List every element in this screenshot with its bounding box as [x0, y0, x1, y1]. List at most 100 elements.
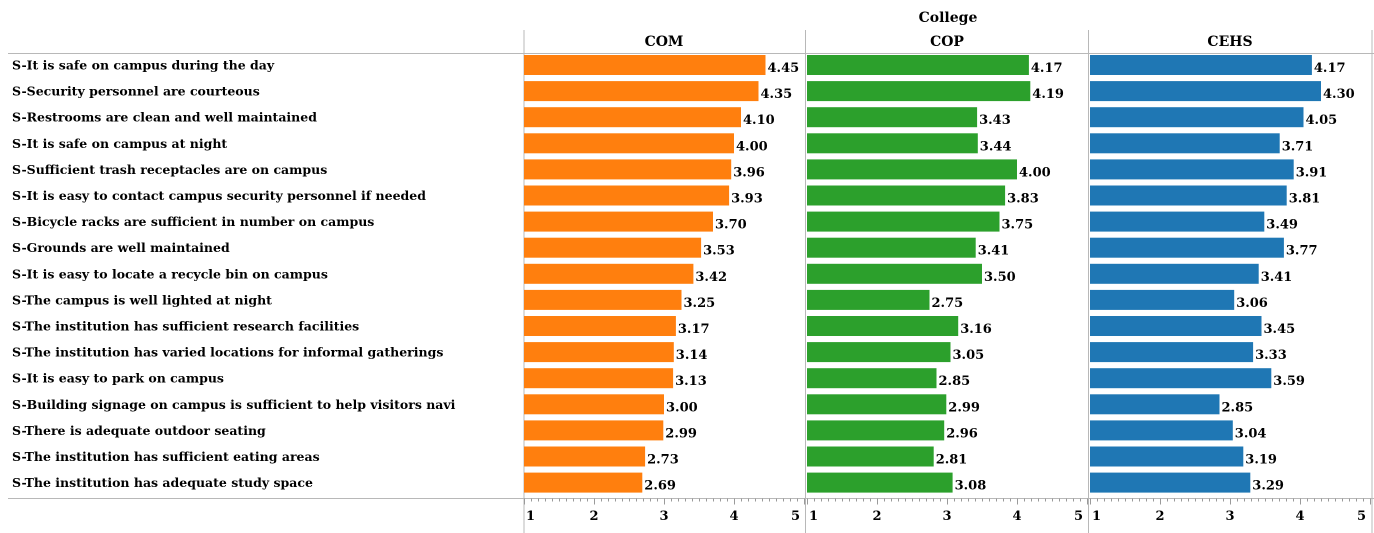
- value-label: 2.85: [1222, 400, 1254, 415]
- bar: [807, 368, 937, 389]
- tick-label: 1: [526, 509, 535, 524]
- tick-label: 3: [659, 509, 668, 524]
- row-label: S-It is safe on campus during the day: [12, 58, 275, 73]
- row-label: S-It is easy to locate a recycle bin on …: [12, 266, 328, 281]
- bar: [524, 107, 741, 128]
- bar: [807, 237, 976, 258]
- value-label: 4.05: [1306, 113, 1338, 128]
- value-label: 3.96: [733, 165, 765, 180]
- bar: [524, 316, 676, 336]
- tick-label: 2: [872, 509, 881, 524]
- tick-label: 5: [791, 509, 800, 524]
- bar: [807, 133, 978, 154]
- bar: [1090, 81, 1321, 102]
- value-label: 4.45: [768, 61, 800, 76]
- bar: [807, 316, 959, 336]
- bar: [1090, 55, 1312, 75]
- bar: [524, 394, 664, 415]
- panel-title: COP: [930, 34, 964, 50]
- bar: [524, 342, 674, 363]
- bar: [1090, 211, 1265, 232]
- panel-title: COM: [645, 34, 684, 50]
- row-label: S-Restrooms are clean and well maintaine…: [12, 110, 317, 125]
- row-label: S-Sufficient trash receptacles are on ca…: [12, 162, 327, 177]
- bar: [1090, 159, 1294, 180]
- tick-label: 4: [1012, 509, 1021, 524]
- bar: [524, 446, 646, 467]
- tick-label: 1: [809, 509, 818, 524]
- value-label: 3.04: [1235, 426, 1267, 441]
- row-label: S-Grounds are well maintained: [12, 240, 230, 255]
- value-label: 3.19: [1245, 453, 1277, 468]
- row-label: S-There is adequate outdoor seating: [12, 423, 266, 438]
- bar: [807, 211, 1000, 232]
- value-label: 2.99: [665, 426, 697, 441]
- bar: [524, 185, 730, 206]
- bar: [807, 472, 953, 493]
- panel-cehs: CEHS 4.17 4.30 4.05 3.71 3.91 3.81 3.49 3.77 3.41…: [1090, 34, 1371, 524]
- value-label: 3.29: [1252, 479, 1284, 494]
- value-label: 3.44: [980, 139, 1012, 154]
- bar: [1090, 237, 1284, 258]
- value-label: 4.00: [736, 139, 768, 154]
- bar: [1090, 472, 1251, 493]
- value-label: 3.75: [1002, 218, 1034, 233]
- value-label: 3.41: [1261, 270, 1293, 285]
- value-label: 3.00: [666, 400, 698, 415]
- bar: [807, 159, 1017, 180]
- bar: [1090, 446, 1244, 467]
- value-label: 4.35: [761, 87, 793, 102]
- value-label: 4.19: [1032, 87, 1064, 102]
- value-label: 4.00: [1019, 165, 1051, 180]
- panel-cop: COP 4.17 4.19 3.43 3.44 4.00 3.83 3.75 3.41 3.50 2…: [807, 34, 1088, 524]
- value-label: 3.70: [715, 218, 747, 233]
- tick-label: 1: [1092, 509, 1101, 524]
- value-label: 3.91: [1296, 165, 1328, 180]
- bar: [1090, 420, 1233, 441]
- bar: [807, 394, 947, 415]
- row-label: S-It is safe on campus at night: [12, 136, 227, 151]
- bar: [807, 289, 930, 310]
- value-label: 3.33: [1255, 348, 1287, 363]
- bar: [524, 289, 682, 310]
- value-label: 2.96: [946, 426, 978, 441]
- value-label: 3.45: [1264, 322, 1296, 337]
- value-label: 2.85: [939, 374, 971, 389]
- panels: COM 4.45 4.35 4.10 4.00 3.96 3.93 3.70 3.53 3.42 3…: [524, 34, 1371, 524]
- value-label: 3.05: [953, 348, 985, 363]
- bar: [524, 81, 759, 102]
- bar: [524, 368, 674, 389]
- tick-label: 3: [1225, 509, 1234, 524]
- value-label: 3.93: [731, 192, 763, 207]
- tick-label: 4: [729, 509, 738, 524]
- panel-com: COM 4.45 4.35 4.10 4.00 3.96 3.93 3.70 3.53 3.42 3…: [524, 34, 805, 524]
- bar: [807, 446, 934, 467]
- value-label: 3.53: [703, 244, 735, 259]
- value-label: 3.06: [1236, 296, 1268, 311]
- bar: [807, 420, 945, 441]
- value-label: 2.99: [948, 400, 980, 415]
- value-label: 2.69: [644, 479, 676, 494]
- bar: [807, 81, 1031, 102]
- value-label: 3.13: [675, 374, 707, 389]
- bar: [524, 159, 732, 180]
- value-label: 3.17: [678, 322, 710, 337]
- bar: [807, 263, 982, 284]
- bar: [807, 342, 951, 363]
- bar: [524, 263, 694, 284]
- bar: [807, 107, 978, 128]
- value-label: 2.81: [936, 453, 968, 468]
- bar: [524, 55, 766, 75]
- value-label: 4.17: [1314, 61, 1346, 76]
- bar: [524, 237, 702, 258]
- value-label: 3.50: [984, 270, 1016, 285]
- value-label: 3.08: [955, 479, 987, 494]
- row-label: S-The institution has sufficient researc…: [12, 319, 359, 334]
- value-label: 3.43: [979, 113, 1011, 128]
- value-label: 3.71: [1282, 139, 1314, 154]
- row-label: S-It is easy to contact campus security …: [12, 188, 426, 203]
- row-label: S-The institution has sufficient eating …: [12, 449, 320, 464]
- value-label: 3.49: [1266, 218, 1298, 233]
- tick-label: 4: [1295, 509, 1304, 524]
